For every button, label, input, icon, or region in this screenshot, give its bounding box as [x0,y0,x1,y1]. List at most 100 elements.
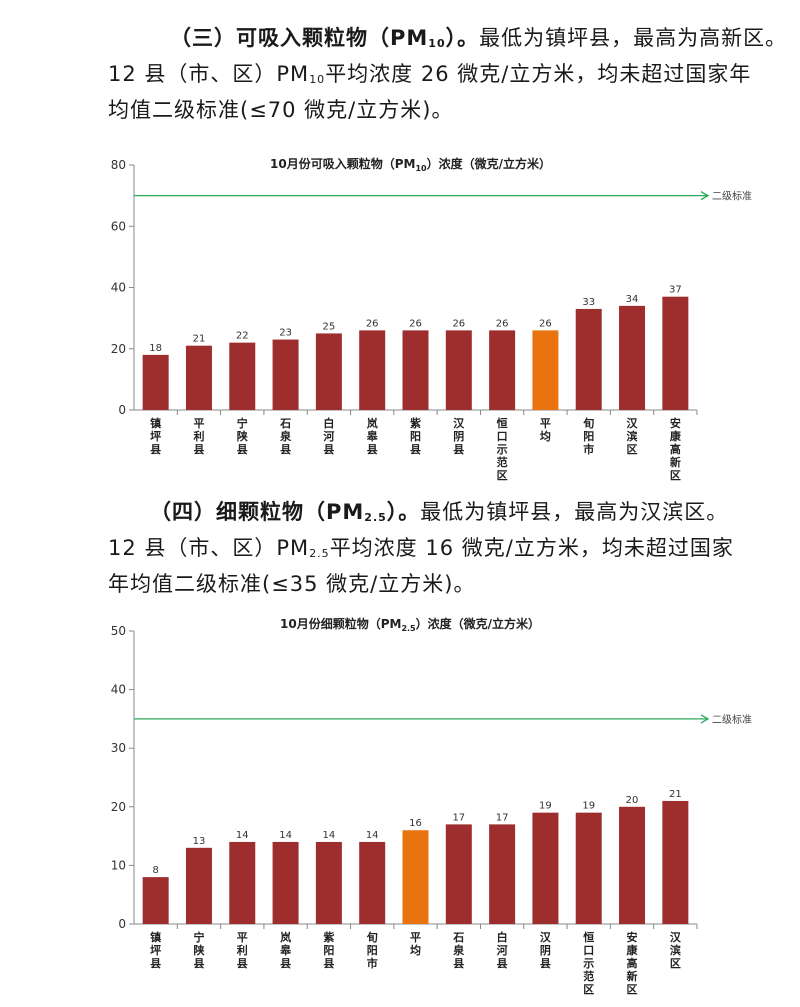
bar [229,342,256,410]
section4-line1: （四）细颗粒物（PM2.5）。最低为镇坪县，最高为汉滨区。 [150,496,728,526]
data-label: 26 [496,318,509,329]
y-tick-label: 40 [111,683,126,697]
bar [272,339,299,410]
x-tick-label: 石泉县 [279,417,292,456]
bar [402,330,429,410]
data-label: 18 [149,343,162,354]
x-tick-label: 宁陕县 [193,930,204,970]
x-tick-label: 恒口示范区 [582,930,594,996]
section3-line2: 12 县（市、区）PM10平均浓度 26 微克/立方米，均未超过国家年 [108,62,752,86]
bar [532,812,559,924]
bar [575,812,602,924]
bar [662,800,689,924]
x-tick-label: 平均 [410,931,421,957]
x-tick-label: 白河县 [497,930,508,970]
data-label: 19 [539,801,552,812]
data-label: 21 [669,789,682,800]
data-label: 19 [582,801,595,812]
y-tick-label: 20 [111,342,126,356]
x-tick-label: 平利县 [193,417,204,456]
bar [489,824,516,924]
bar [185,847,212,924]
bar [142,354,169,410]
bar [619,806,646,924]
x-tick-label: 镇坪县 [150,416,161,456]
data-label: 17 [452,812,465,823]
pm10-bar-chart: 10月份可吸入颗粒物（PM10）浓度（微克/立方米） 0 20 40 60 80 18 镇坪县… [111,156,752,482]
data-label: 14 [279,830,292,841]
data-label: 21 [193,334,206,345]
bar [359,841,386,924]
bar [445,330,472,410]
x-tick-label: 岚皋县 [280,930,292,970]
section4-heading: （四）细颗粒物（PM2.5）。 [150,500,421,524]
bar [532,330,559,410]
bar [315,333,342,410]
section4-line3: 年均值二级标准(≤35 微克/立方米)。 [108,572,476,596]
y-tick-label: 50 [111,624,126,638]
y-tick-label: 0 [118,403,126,417]
x-tick-label: 汉阴县 [540,930,552,970]
data-label: 16 [409,818,422,829]
data-label: 26 [539,318,552,329]
x-tick-label: 石泉县 [452,931,465,970]
data-label: 33 [582,297,595,308]
bar [185,345,212,410]
x-tick-label: 安康高新区 [627,930,639,996]
data-label: 14 [236,830,249,841]
y-tick-label: 0 [118,917,126,931]
bar [662,296,689,410]
section3-line3: 均值二级标准(≤70 微克/立方米)。 [108,98,454,122]
x-tick-label: 安康高新区 [670,416,682,482]
y-tick-label: 10 [111,858,126,872]
x-tick-label: 平利县 [237,931,248,970]
bar [575,308,602,410]
data-label: 26 [452,318,465,329]
x-tick-label: 旬阳市 [582,416,594,456]
data-label: 20 [626,795,639,806]
data-label: 26 [409,318,422,329]
data-label: 22 [236,331,249,342]
standard-label: 二级标准 [712,714,752,726]
y-tick-label: 40 [111,281,126,295]
x-tick-label: 汉滨区 [627,416,639,456]
data-label: 25 [323,321,336,332]
x-tick-label: 汉滨区 [670,930,682,970]
bar [489,330,516,410]
pm25-bar-chart: 10月份细颗粒物（PM2.5）浓度（微克/立方米） 0 10 20 30 40 50 8 镇坪县… [111,616,752,996]
data-label: 17 [496,812,509,823]
y-tick-label: 80 [111,158,126,172]
x-tick-label: 宁陕县 [237,416,248,456]
x-tick-label: 恒口示范区 [496,416,508,482]
chart-title: 10月份可吸入颗粒物（PM10）浓度（微克/立方米） [270,156,551,173]
section3-heading: （三）可吸入颗粒物（PM10）。 [170,26,480,50]
x-tick-label: 白河县 [323,416,334,456]
bar [142,877,169,924]
x-tick-label: 平均 [540,417,551,443]
chart-title: 10月份细颗粒物（PM2.5）浓度（微克/立方米） [280,616,540,633]
bar [619,305,646,410]
data-label: 37 [669,285,682,296]
x-tick-label: 旬阳市 [366,930,378,970]
section3-line1-rest: 最低为镇坪县，最高为高新区。 [479,26,788,50]
x-tick-label: 镇坪县 [150,930,161,970]
y-tick-label: 20 [111,800,126,814]
section3-line1: （三）可吸入颗粒物（PM10）。最低为镇坪县，最高为高新区。 [170,22,787,52]
bar [229,841,256,924]
x-tick-label: 紫阳县 [323,930,334,970]
bar [272,841,299,924]
x-tick-label: 汉阴县 [453,416,465,456]
standard-label: 二级标准 [712,191,752,203]
data-label: 8 [152,865,158,876]
bar [445,824,472,924]
bar [402,830,429,924]
y-tick-label: 60 [111,219,126,233]
data-label: 13 [193,836,206,847]
data-label: 34 [626,294,639,305]
y-tick-label: 30 [111,741,126,755]
section4-line2: 12 县（市、区）PM2.5平均浓度 16 微克/立方米，均未超过国家 [108,536,734,560]
data-label: 23 [279,328,292,339]
data-label: 14 [323,830,336,841]
arrow-icon [700,191,710,201]
data-label: 26 [366,318,379,329]
